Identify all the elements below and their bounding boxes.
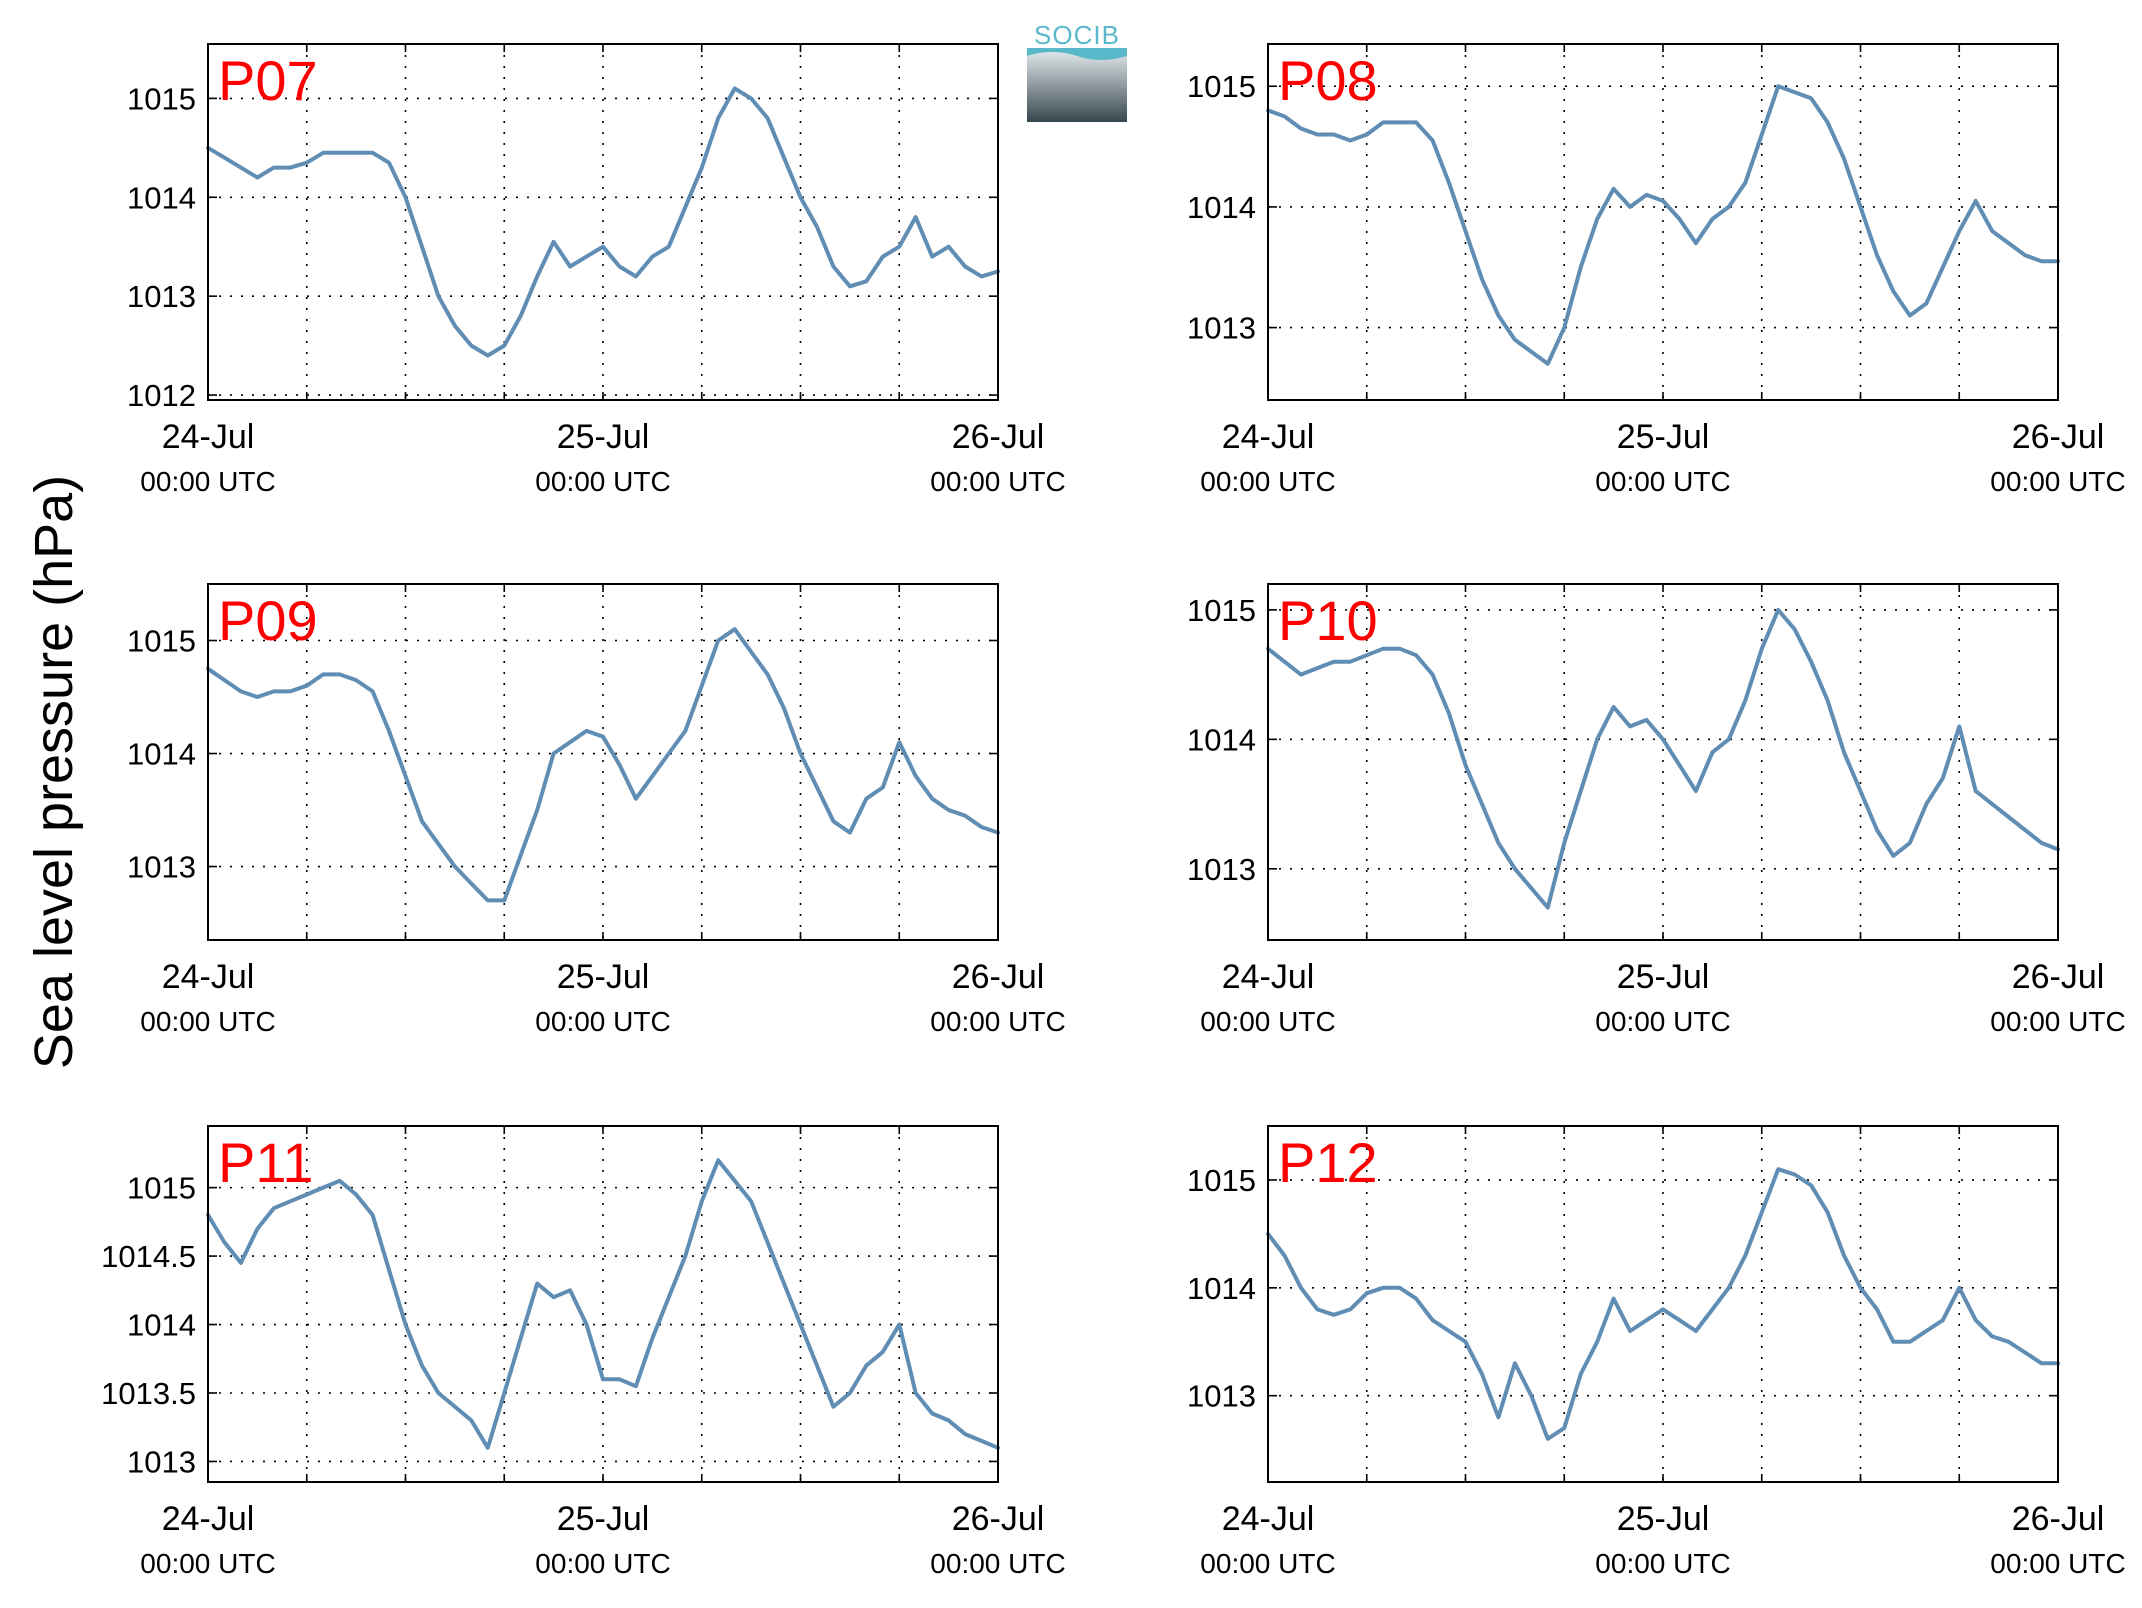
y-tick-label: 1014 <box>127 737 196 772</box>
y-tick-label: 1014 <box>127 1308 196 1343</box>
panels: 1012 1013 1014 1015 P07 24-Jul 00:00 UTC 25-Jul… <box>101 43 2126 1579</box>
panel-p08: 1013 1014 1015 P08 24-Jul 00:00 UTC 25-Jul 00:0… <box>1187 43 2126 497</box>
series-line-p09 <box>206 627 1000 903</box>
x-tick-label-time: 00:00 UTC <box>930 1548 1065 1579</box>
axes-frame <box>207 1125 999 1483</box>
y-tick-label: 1014 <box>1187 722 1256 757</box>
y-axis-label: Sea level pressure (hPa) <box>24 475 84 1069</box>
y-tick-label: 1013 <box>127 850 196 885</box>
x-tick-label-time: 00:00 UTC <box>1200 466 1335 497</box>
x-tick-label-date: 24-Jul <box>1222 418 1315 456</box>
x-tick-label-time: 00:00 UTC <box>930 1006 1065 1037</box>
x-tick-label-date: 24-Jul <box>162 958 255 996</box>
x-tick-label-date: 26-Jul <box>952 958 1045 996</box>
y-tick-label: 1014 <box>1187 1271 1256 1306</box>
panel-p09: 1013 1014 1015 P09 24-Jul 00:00 UTC 25-Jul 00:0… <box>127 583 1066 1037</box>
x-tick-label-date: 26-Jul <box>2012 958 2105 996</box>
x-tick-label-date: 26-Jul <box>952 418 1045 456</box>
series-line-p11 <box>206 1158 1000 1450</box>
y-tick-label: 1014.5 <box>101 1239 196 1274</box>
panel-title: P10 <box>1278 589 1378 652</box>
socib-logo-mark <box>1027 48 1127 122</box>
x-tick-label-date: 24-Jul <box>1222 1500 1315 1538</box>
y-tick-label: 1015 <box>127 81 196 116</box>
y-tick-label: 1013 <box>1187 311 1256 346</box>
x-tick-label-date: 24-Jul <box>1222 958 1315 996</box>
series-line-p10 <box>1266 607 2060 910</box>
axes-frame <box>1267 43 2059 401</box>
axes-frame <box>207 583 999 941</box>
series-line-p07 <box>206 86 1000 358</box>
x-tick-label-time: 00:00 UTC <box>535 466 670 497</box>
y-tick-label: 1013 <box>1187 1379 1256 1414</box>
x-tick-label-time: 00:00 UTC <box>140 1006 275 1037</box>
y-tick-label: 1014 <box>1187 190 1256 225</box>
panel-p07: 1012 1013 1014 1015 P07 24-Jul 00:00 UTC 25-Jul… <box>127 43 1066 497</box>
y-tick-label: 1015 <box>127 1171 196 1206</box>
socib-logo-text: SOCIB <box>1034 20 1120 50</box>
series-line-p08 <box>1266 84 2060 366</box>
x-tick-label-time: 00:00 UTC <box>1990 1006 2125 1037</box>
y-tick-label: 1013 <box>127 1444 196 1479</box>
panel-title: P07 <box>218 49 318 112</box>
x-tick-label-date: 26-Jul <box>2012 1500 2105 1538</box>
y-tick-label: 1013 <box>1187 852 1256 887</box>
panel-title: P08 <box>1278 49 1378 112</box>
y-tick-label: 1015 <box>1187 1163 1256 1198</box>
x-tick-label-date: 25-Jul <box>1617 958 1710 996</box>
y-tick-label: 1012 <box>127 378 196 413</box>
y-tick-label: 1013 <box>127 279 196 314</box>
x-tick-label-date: 26-Jul <box>2012 418 2105 456</box>
x-tick-label-time: 00:00 UTC <box>1595 1006 1730 1037</box>
y-tick-label: 1013.5 <box>101 1376 196 1411</box>
x-tick-label-time: 00:00 UTC <box>930 466 1065 497</box>
x-tick-label-date: 25-Jul <box>557 1500 650 1538</box>
socib-logo: SOCIB <box>1027 20 1127 122</box>
x-tick-label-time: 00:00 UTC <box>140 466 275 497</box>
x-tick-label-date: 24-Jul <box>162 418 255 456</box>
x-tick-label-date: 25-Jul <box>557 958 650 996</box>
y-tick-label: 1015 <box>1187 69 1256 104</box>
panel-p11: 1013 1013.5 1014 1014.5 1015 P11 24-Jul 00:00 U… <box>101 1125 1066 1579</box>
x-tick-label-time: 00:00 UTC <box>1200 1548 1335 1579</box>
y-tick-label: 1015 <box>1187 593 1256 628</box>
x-tick-label-time: 00:00 UTC <box>535 1006 670 1037</box>
y-tick-label: 1014 <box>127 180 196 215</box>
panel-title: P09 <box>218 589 318 652</box>
panel-p10: 1013 1014 1015 P10 24-Jul 00:00 UTC 25-Jul 00:0… <box>1187 583 2126 1037</box>
x-tick-label-date: 26-Jul <box>952 1500 1045 1538</box>
x-tick-label-time: 00:00 UTC <box>140 1548 275 1579</box>
axes-frame <box>1267 1125 2059 1483</box>
x-tick-label-time: 00:00 UTC <box>1595 1548 1730 1579</box>
panel-p12: 1013 1014 1015 P12 24-Jul 00:00 UTC 25-Jul 00:0… <box>1187 1125 2126 1579</box>
x-tick-label-time: 00:00 UTC <box>1990 1548 2125 1579</box>
socib-logo-wave <box>1027 48 1127 60</box>
x-tick-label-date: 25-Jul <box>1617 418 1710 456</box>
series-line-p12 <box>1266 1167 2060 1441</box>
panel-title: P12 <box>1278 1131 1378 1194</box>
x-tick-label-time: 00:00 UTC <box>1990 466 2125 497</box>
x-tick-label-date: 24-Jul <box>162 1500 255 1538</box>
x-tick-label-time: 00:00 UTC <box>535 1548 670 1579</box>
x-tick-label-time: 00:00 UTC <box>1595 466 1730 497</box>
x-tick-label-date: 25-Jul <box>557 418 650 456</box>
axes-frame <box>1267 583 2059 941</box>
x-tick-label-date: 25-Jul <box>1617 1500 1710 1538</box>
axes-frame <box>207 43 999 401</box>
panel-title: P11 <box>218 1131 313 1194</box>
y-tick-label: 1015 <box>127 624 196 659</box>
x-tick-label-time: 00:00 UTC <box>1200 1006 1335 1037</box>
